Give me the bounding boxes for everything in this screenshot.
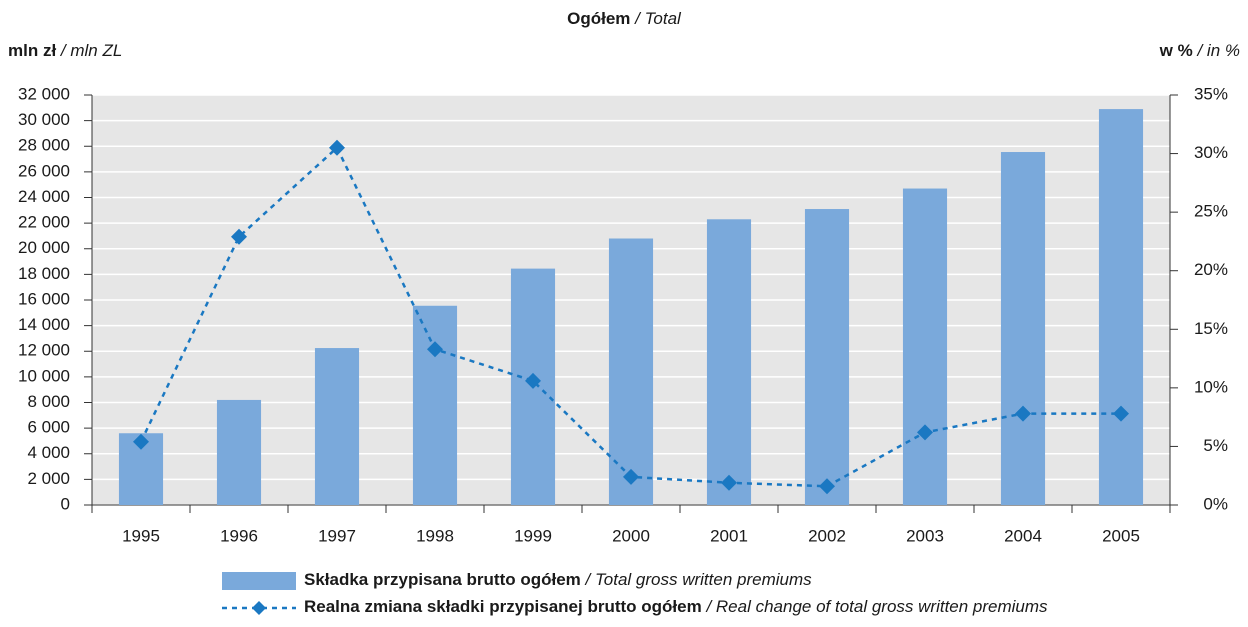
x-tick-label: 1998 [416, 526, 454, 545]
x-tick-label: 2005 [1102, 526, 1140, 545]
legend-label: Składka przypisana brutto ogółem / Total… [304, 570, 812, 589]
x-tick-label: 1995 [122, 526, 160, 545]
y2-tick-label: 25% [1194, 202, 1228, 221]
x-tick-label: 2000 [612, 526, 650, 545]
line-marker [133, 433, 149, 450]
bar [216, 399, 262, 505]
bar [902, 188, 948, 505]
y-tick-label: 2 000 [27, 469, 70, 488]
x-tick-label: 1997 [318, 526, 356, 545]
y2-tick-label: 30% [1194, 143, 1228, 162]
legend-label: Realna zmiana składki przypisanej brutto… [304, 597, 1048, 616]
line-marker [721, 474, 737, 491]
y-tick-label: 20 000 [18, 238, 70, 257]
chart-title: Ogółem / Total [567, 9, 682, 28]
x-tick-label: 2001 [710, 526, 748, 545]
line-marker [819, 478, 835, 495]
line-marker [917, 424, 933, 441]
bar [804, 209, 850, 505]
bar [1098, 109, 1144, 505]
y2-tick-label: 5% [1203, 436, 1228, 455]
bar [706, 219, 752, 505]
bar [1000, 152, 1046, 505]
line-marker [329, 139, 345, 156]
y-tick-label: 24 000 [18, 187, 70, 206]
line-marker [623, 468, 639, 485]
line-marker [427, 341, 443, 358]
y2-axis-label: w % / in % [1159, 41, 1240, 60]
y-tick-label: 16 000 [18, 289, 70, 308]
y-tick-label: 30 000 [18, 110, 70, 129]
y-tick-label: 6 000 [27, 418, 70, 437]
bar [314, 348, 360, 505]
y-tick-label: 4 000 [27, 443, 70, 462]
y-tick-label: 8 000 [27, 392, 70, 411]
line-marker [1015, 405, 1031, 422]
bar [608, 238, 654, 505]
y-tick-label: 28 000 [18, 136, 70, 155]
x-tick-label: 2003 [906, 526, 944, 545]
legend-swatch [222, 572, 296, 590]
y-tick-label: 12 000 [18, 341, 70, 360]
x-tick-label: 1996 [220, 526, 258, 545]
y2-tick-label: 10% [1194, 377, 1228, 396]
y-tick-label: 14 000 [18, 315, 70, 334]
y2-tick-label: 35% [1194, 84, 1228, 103]
line-marker [231, 228, 247, 245]
y-axis-label: mln zł / mln ZL [8, 41, 122, 60]
x-tick-label: 1999 [514, 526, 552, 545]
x-tick-label: 2002 [808, 526, 846, 545]
y2-tick-label: 15% [1194, 319, 1228, 338]
y2-tick-label: 0% [1203, 494, 1228, 513]
bar [412, 305, 458, 505]
x-tick-label: 2004 [1004, 526, 1042, 545]
y-tick-label: 22 000 [18, 213, 70, 232]
y-tick-label: 10 000 [18, 366, 70, 385]
legend-marker [252, 601, 266, 615]
y-tick-label: 0 [61, 494, 70, 513]
y-tick-label: 26 000 [18, 161, 70, 180]
y-tick-label: 18 000 [18, 264, 70, 283]
y-tick-label: 32 000 [18, 84, 70, 103]
y2-tick-label: 20% [1194, 260, 1228, 279]
line-marker [525, 372, 541, 389]
line-marker [1113, 405, 1129, 422]
